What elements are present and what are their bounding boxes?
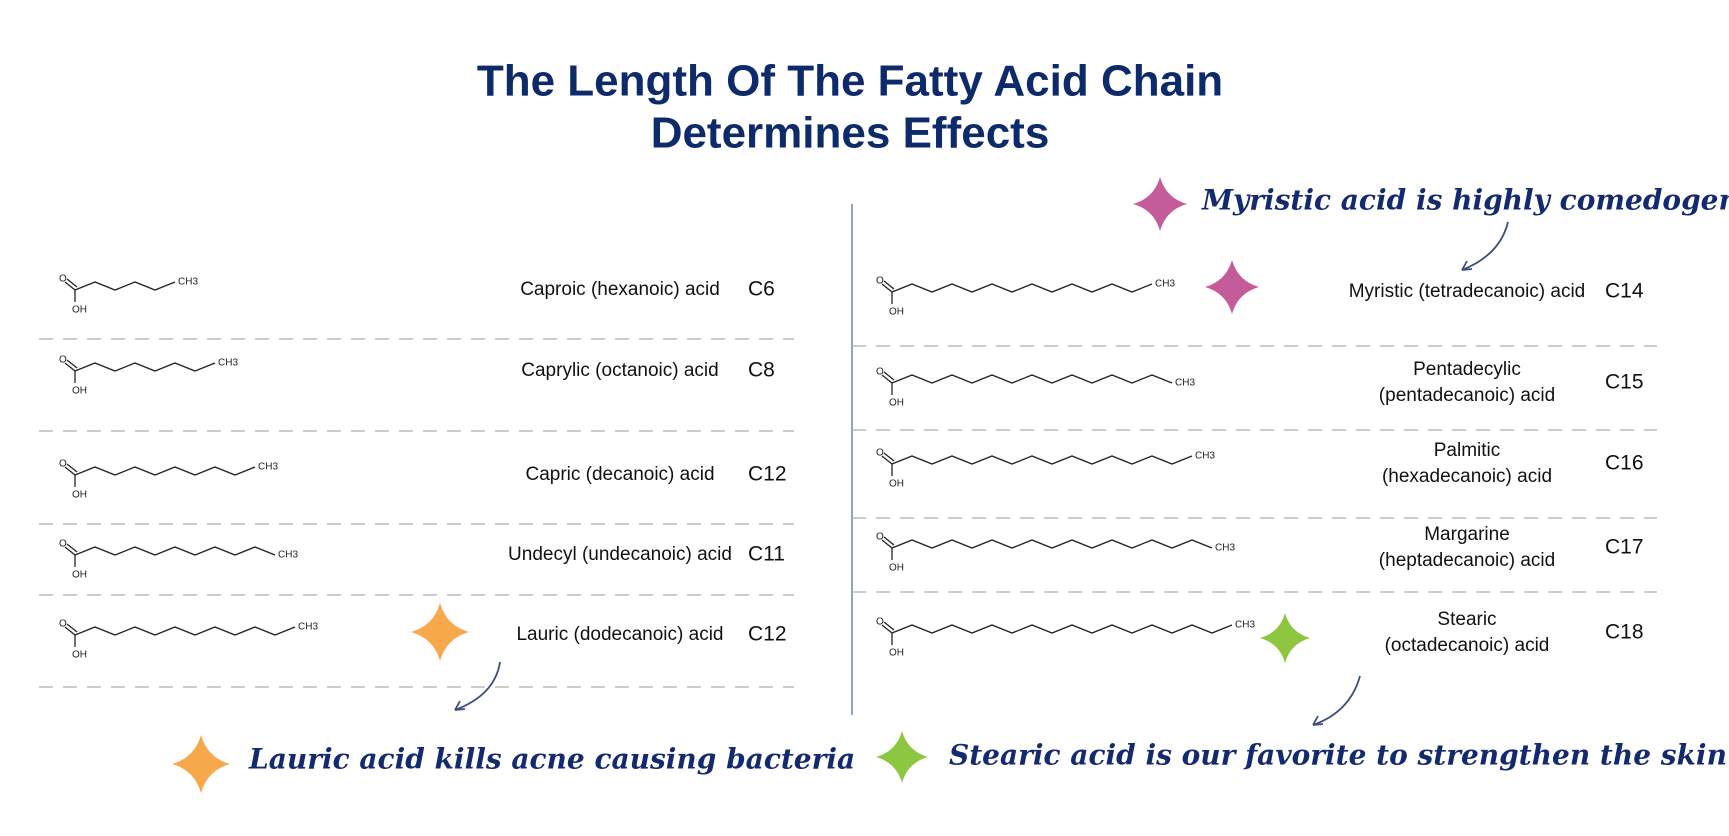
acid-name: Lauric (dodecanoic) acid	[516, 624, 723, 645]
atom-label: OH	[72, 490, 87, 501]
acid-name: Stearic	[1437, 609, 1496, 630]
atom-label: CH3	[1235, 620, 1255, 631]
atom-label: OH	[889, 398, 904, 409]
atom-label: OH	[72, 305, 87, 316]
carbon-count: C16	[1605, 452, 1644, 475]
carbon-count: C17	[1605, 536, 1644, 559]
atom-label: OH	[72, 650, 87, 661]
carbon-count: C18	[1605, 621, 1644, 644]
atom-label: OH	[889, 648, 904, 659]
star	[1133, 177, 1187, 231]
carbon-count: C6	[748, 278, 775, 301]
atom-label: O	[876, 617, 884, 628]
bond	[64, 359, 78, 383]
atom-label: O	[59, 355, 67, 366]
chain	[74, 281, 176, 291]
atom-label: CH3	[278, 550, 298, 561]
chain	[891, 283, 1153, 293]
acid-name: Myristic (tetradecanoic) acid	[1349, 281, 1586, 302]
bond	[881, 371, 895, 395]
star	[876, 731, 928, 783]
atom-label: OH	[889, 479, 904, 490]
bond	[64, 623, 78, 647]
acid-name: (octadecanoic) acid	[1385, 635, 1550, 656]
star	[1205, 260, 1259, 314]
chain	[74, 466, 256, 476]
bond	[881, 621, 895, 645]
star	[411, 603, 469, 661]
bond	[881, 536, 895, 560]
atom-label: CH3	[1155, 279, 1175, 290]
atom-label: OH	[72, 570, 87, 581]
acid-name: Pentadecylic	[1413, 359, 1521, 380]
carbon-count: C15	[1605, 371, 1644, 394]
acid-name: Capric (decanoic) acid	[525, 464, 714, 485]
annotation: Myristic acid is highly comedogenic	[1201, 184, 1729, 217]
annotation: Stearic acid is our favorite to strength…	[949, 739, 1729, 772]
acid-name: (heptadecanoic) acid	[1379, 550, 1555, 571]
acid-name: Caprylic (octanoic) acid	[521, 360, 718, 381]
acid-name: Undecyl (undecanoic) acid	[508, 544, 732, 565]
chain	[891, 539, 1213, 549]
bond	[881, 452, 895, 476]
atom-label: O	[876, 532, 884, 543]
carbon-count: C12	[748, 463, 787, 486]
carbon-count: C11	[748, 543, 785, 566]
acid-name: (pentadecanoic) acid	[1379, 385, 1555, 406]
title-line: Determines Effects	[651, 109, 1050, 158]
carbon-count: C12	[748, 623, 787, 646]
chain	[891, 374, 1173, 384]
atom-label: OH	[889, 563, 904, 574]
bond	[64, 278, 78, 302]
carbon-count: C8	[748, 359, 775, 382]
atom-label: CH3	[1195, 451, 1215, 462]
acid-name: (hexadecanoic) acid	[1382, 466, 1552, 487]
atom-label: O	[59, 274, 67, 285]
atom-label: CH3	[178, 277, 198, 288]
atom-label: OH	[889, 307, 904, 318]
acid-name: Margarine	[1424, 524, 1510, 545]
atom-label: CH3	[1215, 543, 1235, 554]
bond	[881, 280, 895, 304]
atom-label: O	[876, 276, 884, 287]
atom-label: CH3	[258, 462, 278, 473]
star	[1260, 613, 1310, 663]
atom-label: O	[59, 619, 67, 630]
atom-label: O	[59, 459, 67, 470]
chain	[74, 362, 216, 372]
atom-label: CH3	[218, 358, 238, 369]
atom-label: CH3	[298, 622, 318, 633]
atom-label: O	[876, 367, 884, 378]
acid-name: Palmitic	[1434, 440, 1501, 461]
chain	[74, 626, 296, 636]
acid-name: Caproic (hexanoic) acid	[520, 279, 720, 300]
chain	[891, 624, 1233, 634]
chain	[74, 546, 276, 556]
bond	[64, 543, 78, 567]
atom-label: O	[59, 539, 67, 550]
star	[172, 735, 230, 793]
carbon-count: C14	[1605, 280, 1644, 303]
title-line: The Length Of The Fatty Acid Chain	[477, 57, 1223, 106]
atom-label: CH3	[1175, 378, 1195, 389]
atom-label: O	[876, 448, 884, 459]
chain	[891, 455, 1193, 465]
annotation: Lauric acid kills acne causing bacteria	[248, 743, 855, 776]
atom-label: OH	[72, 386, 87, 397]
bond	[64, 463, 78, 487]
arrows	[454, 221, 1509, 726]
